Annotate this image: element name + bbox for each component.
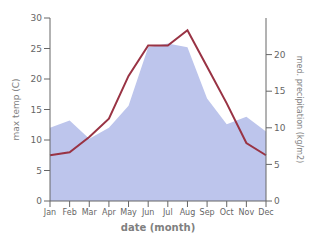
svg-text:15: 15 — [31, 105, 42, 115]
svg-text:Nov: Nov — [239, 208, 255, 217]
svg-text:20: 20 — [31, 74, 43, 84]
svg-text:20: 20 — [274, 50, 286, 60]
svg-text:May: May — [120, 208, 137, 217]
svg-text:med. precipitation (kg/m2): med. precipitation (kg/m2) — [295, 56, 304, 163]
svg-text:5: 5 — [274, 160, 280, 170]
svg-text:15: 15 — [274, 86, 285, 96]
svg-text:date (month): date (month) — [121, 222, 195, 233]
svg-text:Dec: Dec — [258, 208, 273, 217]
svg-text:Jul: Jul — [162, 208, 173, 217]
svg-text:Feb: Feb — [63, 208, 77, 217]
svg-text:Oct: Oct — [220, 208, 234, 217]
svg-text:max temp (C): max temp (C) — [11, 78, 21, 140]
svg-text:5: 5 — [36, 166, 42, 176]
svg-text:Apr: Apr — [102, 208, 117, 217]
svg-text:Aug: Aug — [180, 208, 196, 217]
svg-text:Jun: Jun — [141, 208, 155, 217]
svg-text:0: 0 — [274, 196, 280, 206]
svg-text:10: 10 — [274, 123, 286, 133]
svg-text:Jan: Jan — [43, 208, 56, 217]
svg-text:Mar: Mar — [82, 208, 98, 217]
svg-text:30: 30 — [31, 13, 43, 23]
svg-text:25: 25 — [31, 44, 42, 54]
svg-text:0: 0 — [36, 196, 42, 206]
svg-text:Sep: Sep — [200, 208, 215, 217]
svg-text:10: 10 — [31, 135, 43, 145]
